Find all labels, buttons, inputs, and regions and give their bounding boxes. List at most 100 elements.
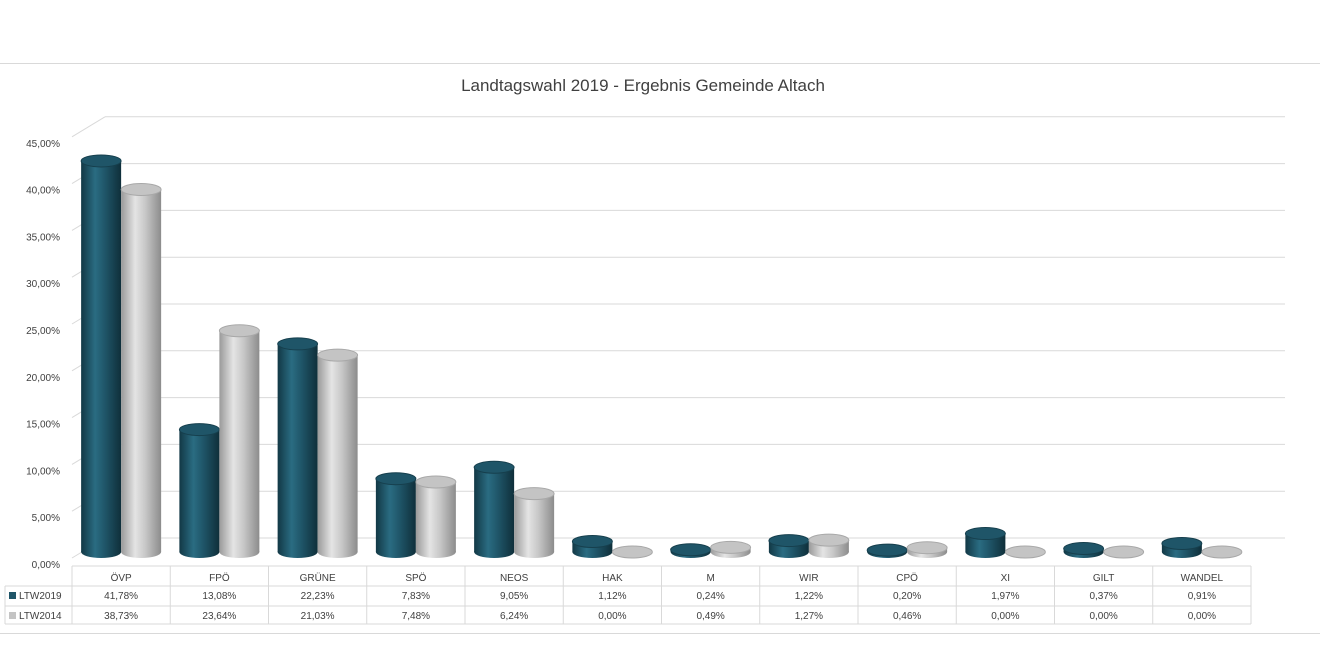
bar	[317, 348, 359, 558]
legend-swatch	[9, 612, 16, 619]
x-tick-label: HAK	[602, 573, 623, 584]
legend-label: LTW2014	[19, 611, 62, 622]
data-label: 0,46%	[893, 611, 921, 622]
bar-base	[965, 546, 1006, 558]
data-label: 0,00%	[991, 611, 1019, 622]
data-label: 38,73%	[104, 611, 138, 622]
bars	[80, 154, 1243, 559]
data-table: ÖVP FPÖ GRÜNE SPÖ NEOS HAK M WIR CPÖ XI GILT WANDEL…	[4, 565, 1252, 625]
bar-body	[474, 467, 515, 552]
y-tick-label: 10,00%	[26, 466, 60, 477]
top-border	[0, 63, 1320, 64]
x-tick-label: XI	[1001, 573, 1010, 584]
data-label: 7,83%	[402, 591, 430, 602]
bar	[277, 337, 319, 558]
bar-body	[514, 493, 555, 552]
bar-top	[80, 154, 122, 168]
x-tick-label: GILT	[1093, 573, 1114, 584]
bar-body	[81, 160, 122, 552]
y-tick-label: 45,00%	[26, 139, 60, 150]
bar-base	[179, 546, 220, 558]
bar-base	[768, 546, 809, 558]
bar-top	[1161, 536, 1203, 550]
bar-top	[120, 182, 162, 196]
bar-base	[572, 546, 613, 558]
bar	[768, 534, 810, 558]
bar-top	[513, 487, 555, 501]
bar-base	[121, 546, 162, 558]
data-label: 1,97%	[991, 591, 1019, 602]
bar	[571, 535, 613, 558]
bar-base	[375, 546, 416, 558]
y-tick-label: 40,00%	[26, 186, 60, 197]
bar-body	[375, 478, 416, 552]
data-label: 7,48%	[402, 611, 430, 622]
bar	[808, 533, 850, 558]
chart-title: Landtagswahl 2019 - Ergebnis Gemeinde Al…	[461, 76, 825, 95]
legend-label: LTW2019	[19, 591, 62, 602]
bar-top	[768, 534, 810, 548]
data-label: 0,20%	[893, 591, 921, 602]
x-tick-label: FPÖ	[209, 572, 230, 584]
x-tick-label: GRÜNE	[300, 572, 336, 584]
bar-top	[906, 541, 948, 555]
bar-top	[1063, 542, 1105, 556]
bar-top	[473, 460, 515, 474]
data-label: 0,00%	[1188, 611, 1216, 622]
bar	[611, 545, 653, 559]
x-tick-label: ÖVP	[111, 572, 132, 584]
x-tick-label: WANDEL	[1181, 573, 1224, 584]
x-tick-label: SPÖ	[405, 572, 426, 584]
bar	[710, 540, 752, 558]
bar-body	[219, 330, 260, 552]
bar-base	[415, 546, 456, 558]
data-label: 13,08%	[202, 591, 236, 602]
y-tick-label: 15,00%	[26, 420, 60, 431]
y-tick-label: 5,00%	[32, 513, 60, 524]
bar-top	[964, 527, 1006, 541]
bar	[120, 182, 162, 558]
bar-base	[808, 546, 849, 558]
x-tick-label: WIR	[799, 573, 818, 584]
bar	[964, 527, 1006, 558]
bar-top	[375, 472, 417, 486]
bar-top	[611, 545, 653, 559]
bar-top	[277, 337, 319, 351]
y-tick-label: 30,00%	[26, 279, 60, 290]
bar	[375, 472, 417, 558]
legend-swatch	[9, 592, 16, 599]
bar-base	[81, 546, 122, 558]
bar	[513, 487, 555, 558]
bar-body	[121, 189, 162, 553]
data-label: 0,49%	[696, 611, 724, 622]
data-label: 6,24%	[500, 611, 528, 622]
bar-top	[178, 423, 220, 437]
x-tick-label: NEOS	[500, 573, 529, 584]
bar	[866, 543, 908, 558]
y-axis-ticks: 0,00% 5,00% 10,00% 15,00% 20,00% 25,00% 30,00%…	[26, 139, 60, 571]
bar	[1161, 536, 1203, 558]
data-label: 0,24%	[696, 591, 724, 602]
bar	[1103, 545, 1145, 559]
bar-body	[415, 481, 456, 552]
bar	[1063, 542, 1105, 558]
data-label: 0,00%	[598, 611, 626, 622]
bar-top	[1103, 545, 1145, 559]
bar	[415, 475, 457, 558]
data-label: 41,78%	[104, 591, 138, 602]
data-label: 1,27%	[795, 611, 823, 622]
y-tick-label: 35,00%	[26, 232, 60, 243]
bar	[1201, 545, 1243, 559]
bar-base	[474, 546, 515, 558]
x-tick-label: M	[706, 573, 714, 584]
bar	[80, 154, 122, 558]
bar-top	[415, 475, 457, 489]
x-tick-label: CPÖ	[896, 572, 918, 584]
data-label: 22,23%	[301, 591, 335, 602]
bar-body	[277, 343, 318, 552]
data-label: 0,00%	[1089, 611, 1117, 622]
gridline-slant	[71, 116, 106, 138]
bar-base	[317, 546, 358, 558]
bar-top	[571, 535, 613, 549]
